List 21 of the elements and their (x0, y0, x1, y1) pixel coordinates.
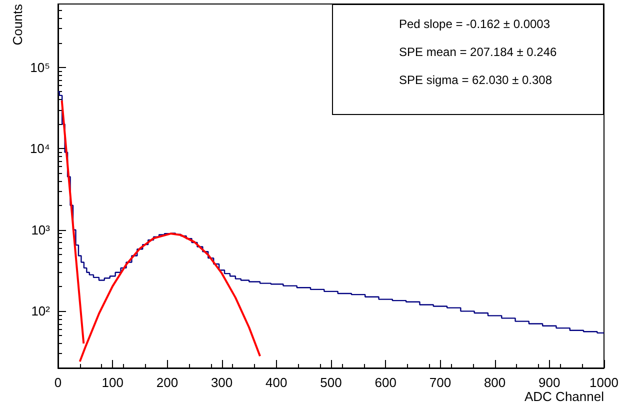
x-tick-label: 600 (374, 375, 396, 390)
y-tick-label: 10⁴ (30, 141, 50, 156)
x-tick-label: 300 (210, 375, 233, 390)
y-tick-label: 10⁵ (30, 60, 50, 75)
x-tick-label: 700 (429, 375, 452, 390)
x-tick-label: 900 (538, 375, 560, 390)
annotation: SPE sigma = 62.030 ± 0.308 (399, 73, 552, 87)
annotation: SPE mean = 207.184 ± 0.246 (399, 45, 557, 59)
y-axis-title: Counts (10, 4, 25, 46)
x-tick-label: 800 (484, 375, 506, 390)
stats-box: Ped slope = -0.162 ± 0.0003 SPE mean = 207.184 ± 0.246 SPE sigma = 62.030 ± 0.308 (332, 4, 604, 115)
x-tick-label: 500 (320, 375, 342, 390)
y-tick-label: 10² (31, 304, 51, 319)
x-tick-label: 400 (266, 375, 288, 390)
x-tick-label: 0 (54, 375, 62, 390)
x-axis-title: ADC Channel (524, 389, 604, 404)
x-tick-label: 200 (156, 375, 178, 390)
x-tick-label: 1000 (590, 375, 618, 390)
annotation: Ped slope = -0.162 ± 0.0003 (399, 17, 550, 31)
x-tick-label: 100 (102, 375, 124, 390)
y-tick-label: 10³ (31, 222, 51, 238)
